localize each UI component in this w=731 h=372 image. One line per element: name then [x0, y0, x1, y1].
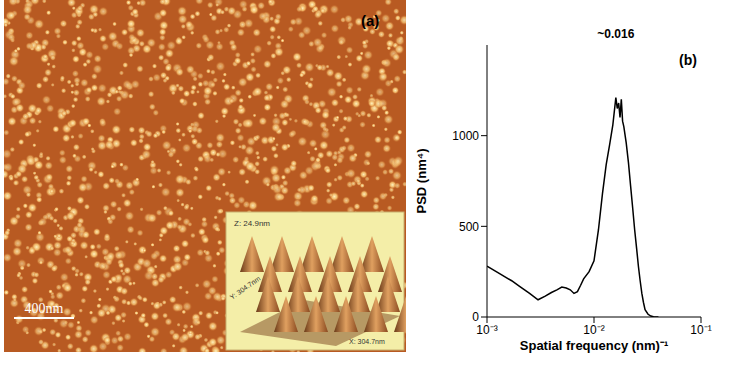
html-text:(b): (b)	[679, 52, 697, 68]
svg-text:~0.016: ~0.016	[597, 27, 634, 41]
svg-text:0: 0	[472, 310, 479, 324]
svg-text:500: 500	[459, 220, 479, 234]
svg-text:PSD (nm⁴): PSD (nm⁴)	[414, 149, 429, 214]
svg-text:X: 304.7nm: X: 304.7nm	[349, 338, 385, 345]
svg-text:10⁻³: 10⁻³	[476, 323, 497, 337]
svg-text:Y: 304.7nm: Y: 304.7nm	[229, 275, 262, 301]
svg-text:Spatial frequency (nm)⁻¹: Spatial frequency (nm)⁻¹	[520, 338, 668, 353]
svg-text:400nm: 400nm	[25, 301, 64, 316]
svg-text:10⁻¹: 10⁻¹	[690, 323, 711, 337]
svg-text:1000: 1000	[452, 129, 479, 143]
svg-text:10⁻²: 10⁻²	[583, 323, 604, 337]
svg-text:Z: 24.9nm: Z: 24.9nm	[234, 219, 270, 228]
svg-text:(a): (a)	[361, 12, 379, 29]
